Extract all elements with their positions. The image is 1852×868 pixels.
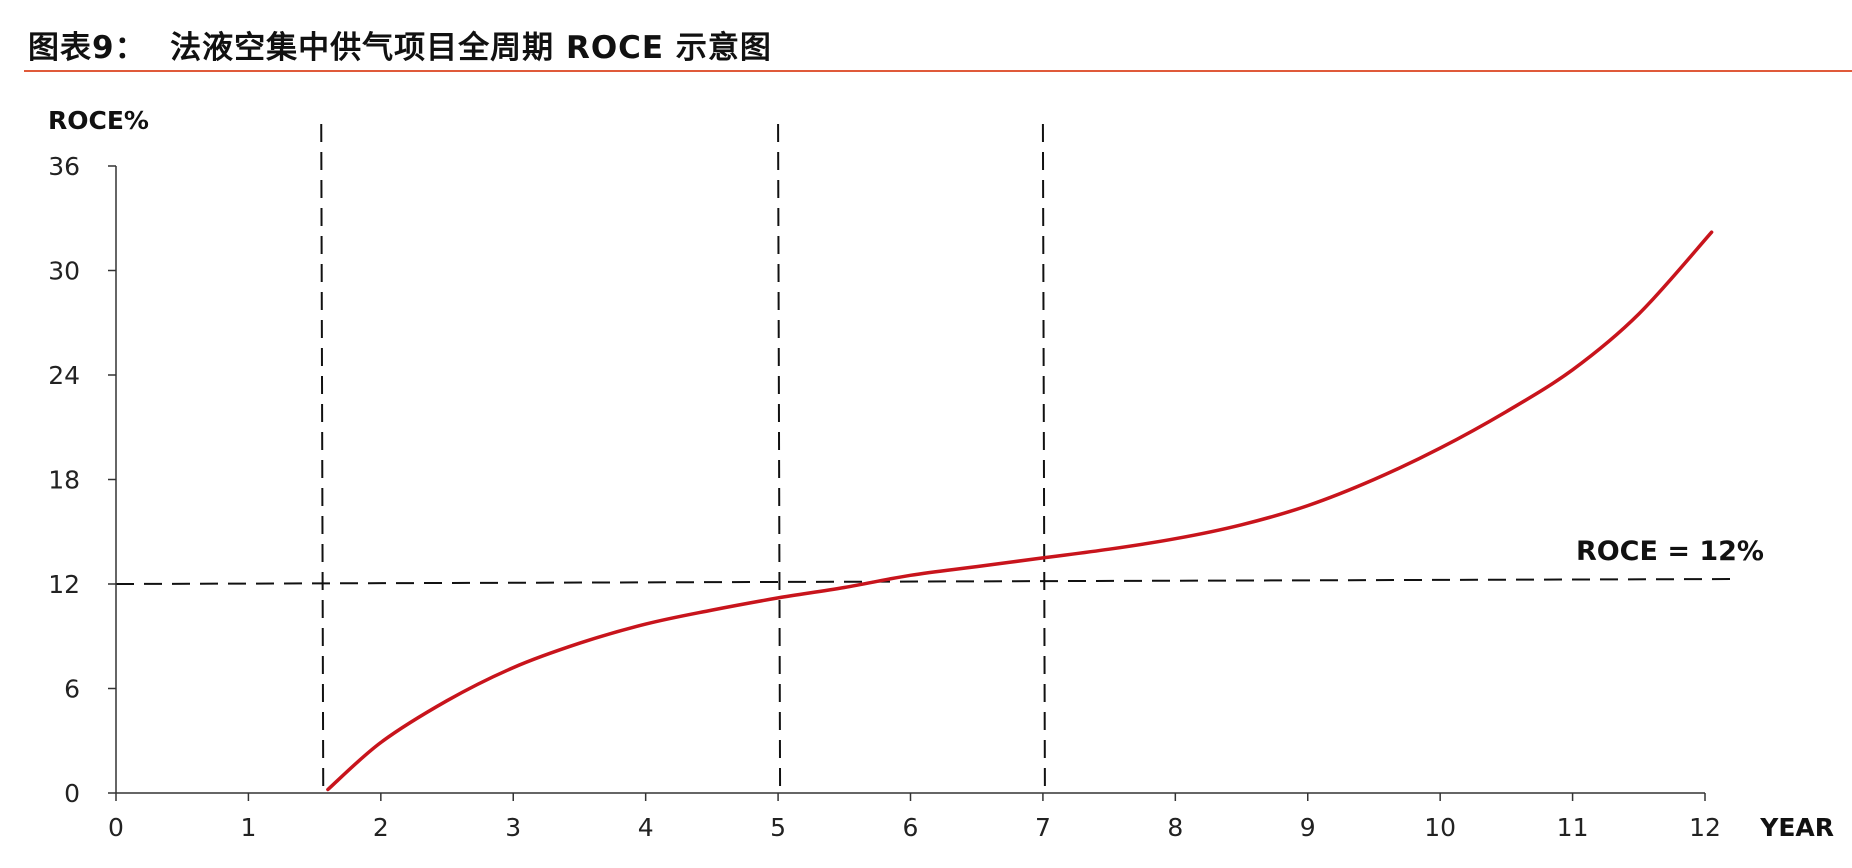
figure-header: 图表9： 法液空集中供气项目全周期 ROCE 示意图 (28, 22, 772, 66)
y-tick-label: 12 (48, 570, 80, 599)
y-axis-title: ROCE% (48, 106, 149, 135)
y-tick-label: 36 (48, 152, 80, 181)
x-tick-label: 0 (108, 813, 124, 842)
x-tick-label: 4 (638, 813, 654, 842)
x-tick-label: 2 (373, 813, 389, 842)
y-tick-label: 6 (64, 675, 80, 704)
title-underline (24, 70, 1852, 72)
roce-curve (326, 230, 1714, 792)
roce-threshold-line (115, 578, 1736, 585)
y-tick-label: 30 (48, 257, 80, 286)
chart-axes (115, 166, 1705, 794)
x-tick-label: 6 (903, 813, 919, 842)
y-tick-label: 0 (64, 779, 80, 808)
roce-threshold-label: ROCE = 12% (1576, 536, 1764, 567)
x-tick-label: 7 (1035, 813, 1051, 842)
phase-divider-line (777, 123, 782, 794)
x-axis-title: YEAR (1759, 813, 1834, 842)
phase-divider-line (320, 123, 325, 794)
x-tick-label: 3 (505, 813, 521, 842)
x-tick-label: 10 (1424, 813, 1456, 842)
reference-lines (115, 123, 1736, 794)
x-tick-label: 12 (1689, 813, 1721, 842)
x-ticks: 0 1 2 3 4 5 6 7 8 9 10 11 12 (108, 793, 1721, 842)
y-tick-label: 18 (48, 466, 80, 495)
x-tick-label: 1 (240, 813, 256, 842)
phase-divider-line (1041, 123, 1046, 794)
x-tick-label: 11 (1557, 813, 1589, 842)
y-ticks: 0 6 12 18 24 30 36 (48, 152, 116, 808)
x-tick-label: 5 (770, 813, 786, 842)
x-tick-label: 9 (1300, 813, 1316, 842)
x-tick-label: 8 (1167, 813, 1183, 842)
figure-title: 图表9： 法液空集中供气项目全周期 ROCE 示意图 (28, 29, 772, 66)
y-tick-label: 24 (48, 361, 80, 390)
